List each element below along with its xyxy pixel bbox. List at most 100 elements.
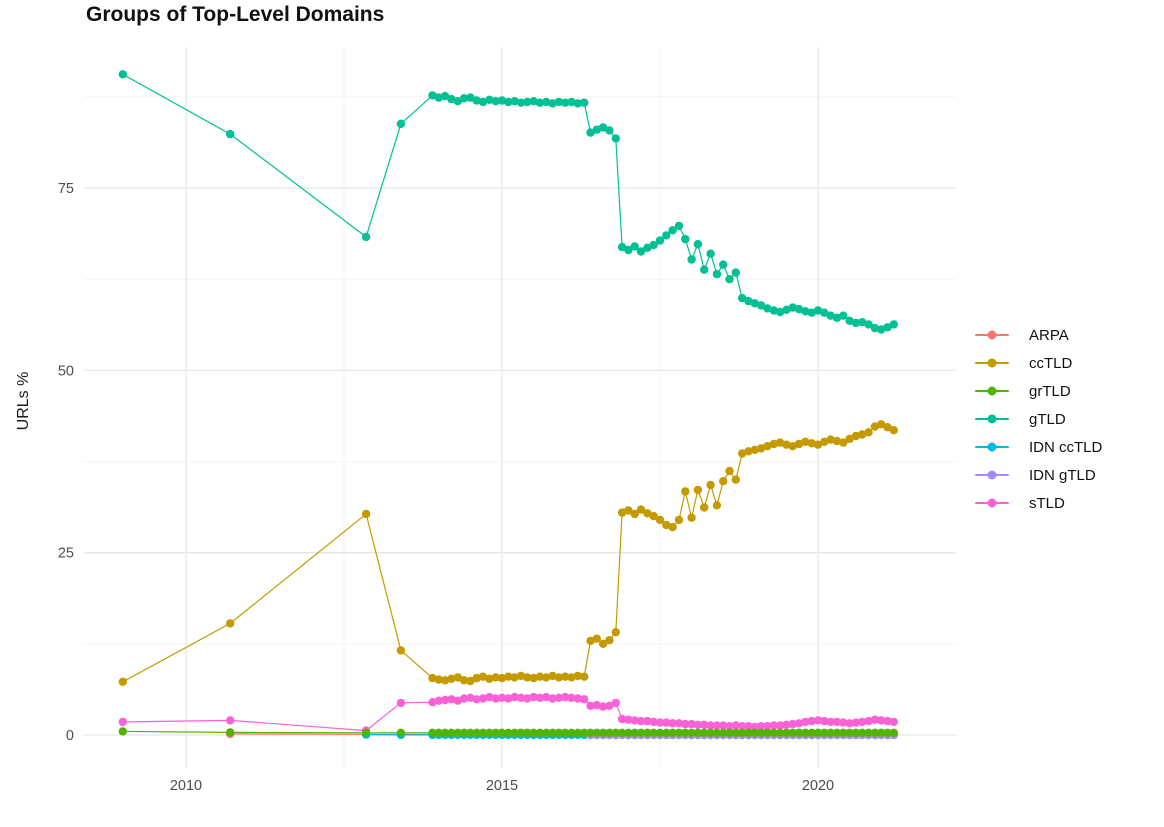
y-tick-label: 25 (58, 546, 74, 562)
data-point-gtld (428, 91, 437, 100)
data-point-grtld (440, 728, 450, 737)
data-point-stld (813, 716, 823, 725)
data-point-grtld (510, 728, 519, 737)
legend-row-idn-gtld: IDN gTLD (975, 461, 1102, 489)
data-point-grtld (504, 728, 513, 737)
data-point-cctld (440, 676, 450, 685)
legend-dot-icon (987, 498, 997, 508)
data-point-grtld (864, 728, 873, 737)
data-point-cctld (832, 436, 842, 446)
data-point-cctld (624, 506, 633, 515)
data-point-cctld (118, 677, 128, 686)
data-point-cctld (472, 673, 481, 683)
data-point-stld (598, 702, 608, 711)
data-point-cctld (226, 619, 235, 628)
data-point-cctld (738, 449, 747, 458)
data-point-cctld (845, 434, 854, 444)
data-point-stld (523, 694, 532, 703)
data-point-grtld (769, 728, 778, 737)
data-point-stld (548, 694, 557, 703)
data-point-stld (586, 701, 595, 710)
data-point-gtld (643, 243, 652, 252)
legend-label: sTLD (1029, 494, 1065, 512)
data-point-grtld (870, 728, 880, 737)
data-point-gtld (731, 268, 740, 277)
data-point-stld (472, 695, 481, 704)
legend-label: IDN gTLD (1029, 466, 1096, 484)
data-point-grtld (459, 728, 469, 737)
data-point-gtld (447, 94, 456, 104)
data-point-grtld (447, 728, 456, 737)
data-point-gtld (649, 240, 658, 250)
data-point-grtld (630, 728, 639, 737)
data-point-grtld (712, 728, 722, 737)
data-point-stld (643, 716, 652, 726)
data-point-grtld (617, 728, 627, 737)
data-point-stld (839, 718, 848, 727)
data-point-cctld (548, 671, 557, 681)
legend-label: ccTLD (1029, 354, 1073, 372)
data-point-grtld (693, 728, 703, 737)
data-point-grtld (756, 728, 766, 737)
data-point-grtld (396, 728, 406, 737)
data-point-stld (118, 717, 128, 727)
series-grtld (118, 727, 898, 737)
data-point-stld (554, 693, 564, 702)
data-point-cctld (731, 475, 740, 484)
data-point-grtld (472, 728, 481, 737)
data-point-cctld (485, 674, 494, 683)
data-point-gtld (453, 97, 462, 106)
data-point-cctld (889, 426, 898, 435)
data-point-stld (738, 722, 747, 731)
x-tick-label: 2020 (802, 778, 834, 794)
data-point-cctld (428, 673, 437, 683)
data-point-stld (832, 717, 842, 727)
data-point-gtld (118, 70, 128, 79)
data-point-cctld (605, 636, 614, 645)
data-point-grtld (706, 728, 715, 737)
data-point-cctld (453, 673, 462, 682)
legend-key-arpa (975, 330, 1009, 340)
data-point-grtld (554, 728, 564, 737)
data-point-cctld (763, 442, 772, 451)
data-point-stld (605, 701, 614, 710)
data-point-cctld (504, 672, 513, 681)
data-point-gtld (870, 323, 880, 333)
data-point-grtld (719, 728, 728, 737)
data-point-stld (529, 692, 538, 702)
data-point-gtld (839, 311, 848, 320)
data-point-stld (775, 721, 785, 730)
data-point-grtld (491, 728, 500, 737)
data-point-cctld (554, 673, 564, 682)
data-point-grtld (453, 728, 462, 737)
data-point-stld (226, 716, 235, 725)
data-point-stld (497, 693, 507, 702)
data-point-cctld (687, 513, 696, 522)
data-point-stld (662, 718, 671, 727)
data-point-grtld (813, 728, 823, 737)
data-point-cctld (611, 628, 620, 637)
data-point-stld (750, 722, 759, 732)
data-point-stld (624, 715, 633, 724)
data-point-gtld (813, 306, 823, 315)
data-point-cctld (820, 437, 829, 446)
chart-canvas: 0 25 50 75 2010 2015 2020 (58, 47, 956, 794)
data-point-gtld (662, 231, 671, 240)
data-point-cctld (617, 508, 627, 517)
legend-label: gTLD (1029, 410, 1066, 428)
data-point-gtld (687, 255, 696, 264)
data-point-grtld (826, 728, 835, 737)
data-point-grtld (466, 728, 475, 737)
data-point-gtld (466, 93, 475, 102)
data-point-gtld (396, 119, 406, 128)
data-point-grtld (624, 728, 633, 737)
data-point-stld (719, 721, 728, 730)
data-point-cctld (447, 674, 456, 683)
data-point-grtld (662, 728, 671, 737)
data-point-grtld (832, 728, 842, 737)
data-point-gtld (472, 96, 481, 105)
data-point-stld (561, 692, 570, 702)
data-point-gtld (851, 318, 861, 328)
data-point-gtld (440, 91, 450, 101)
data-point-stld (693, 720, 703, 729)
